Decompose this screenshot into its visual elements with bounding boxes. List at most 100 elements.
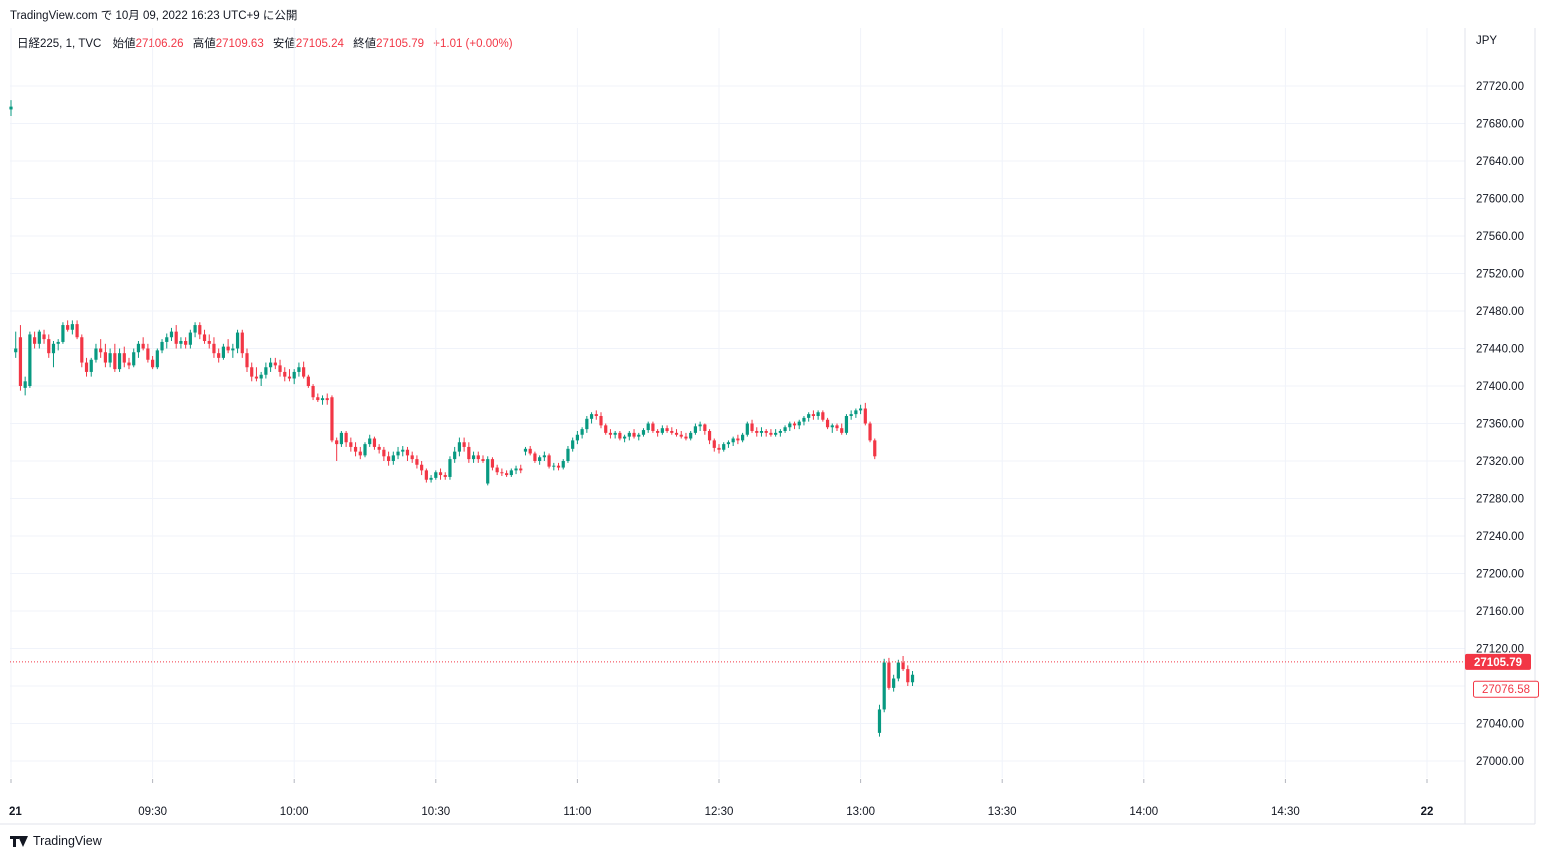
candle-body — [443, 475, 447, 477]
candle-body — [750, 423, 754, 431]
candle-body — [448, 459, 452, 477]
candle-body — [585, 418, 589, 430]
candle-body — [896, 662, 900, 679]
candle-body — [160, 341, 164, 351]
candle-body — [556, 465, 561, 468]
tradingview-brand[interactable]: TradingView — [10, 834, 102, 848]
candle-body — [47, 339, 51, 354]
candle-body — [651, 423, 655, 431]
candle-body — [467, 446, 471, 460]
candle-body — [656, 431, 660, 433]
candle-body — [693, 426, 697, 433]
candle-body — [608, 432, 613, 435]
candle-body — [495, 467, 499, 473]
candle-body — [391, 455, 395, 461]
candle-body — [788, 423, 792, 428]
candle-body — [405, 449, 410, 456]
candle-body — [533, 453, 537, 461]
candle-body — [146, 348, 150, 360]
candle-body — [221, 346, 225, 358]
candle-body — [330, 397, 334, 441]
candle-body — [835, 425, 839, 429]
candle-body — [94, 348, 98, 360]
price-tick-label: 27160.00 — [1476, 606, 1524, 618]
candle-body — [538, 457, 542, 461]
candle-body — [37, 331, 41, 344]
candle-body — [269, 362, 273, 368]
prev-close-badge — [1473, 680, 1539, 698]
candle-body — [287, 376, 292, 379]
time-tick-label: 09:30 — [138, 806, 167, 818]
candle-body — [660, 428, 664, 433]
candle-body — [849, 414, 853, 416]
candle-body — [481, 459, 485, 461]
candle-body — [344, 432, 348, 443]
legend-open-value: 27106.26 — [135, 38, 184, 50]
candle-body — [906, 669, 910, 683]
candle-body — [755, 431, 759, 433]
candle-body — [514, 468, 518, 471]
candle-body — [368, 438, 372, 445]
candle-body — [165, 337, 169, 342]
candle-body — [910, 674, 915, 683]
candle-body — [523, 448, 528, 452]
candle-body — [240, 332, 244, 354]
candle-body — [75, 324, 79, 338]
candle-body — [736, 438, 740, 441]
candle-body — [778, 431, 782, 433]
candle-body — [302, 367, 306, 377]
price-tick-label: 27480.00 — [1476, 306, 1524, 318]
legend-change: +1.01 (+0.00%) — [433, 38, 513, 50]
candle-body — [594, 414, 598, 416]
candle-body — [830, 425, 834, 428]
candle-body — [580, 429, 584, 435]
currency-label[interactable]: JPY — [1476, 35, 1498, 47]
candle-body — [840, 428, 844, 433]
candle-body — [759, 431, 764, 433]
time-tick-label: 14:30 — [1271, 806, 1300, 818]
candle-body — [844, 416, 849, 433]
time-tick-label: 13:30 — [988, 806, 1017, 818]
time-tick-label: 10:00 — [280, 806, 309, 818]
price-tick-label: 27640.00 — [1476, 156, 1524, 168]
candle-body — [320, 398, 325, 401]
ohlc-legend: 日経225, 1, TVC 始値27106.26 高値27109.63 安値27… — [17, 35, 519, 51]
candle-body — [863, 408, 867, 424]
candle-body — [613, 432, 617, 435]
candle-body — [632, 432, 636, 437]
price-tick-label: 27000.00 — [1476, 756, 1524, 768]
candle-body — [462, 442, 466, 447]
candle-body — [774, 432, 778, 435]
candle-body — [155, 350, 159, 368]
candle-body — [707, 431, 712, 441]
candle-body — [575, 434, 579, 441]
time-tick-label: 22 — [1421, 806, 1434, 818]
candle-body — [646, 423, 650, 431]
candle-body — [689, 432, 693, 439]
candle-body — [278, 365, 282, 372]
candle-body — [552, 465, 556, 467]
candle-body — [424, 470, 428, 480]
legend-close-label: 終値 — [353, 38, 377, 50]
candle-body — [89, 359, 93, 372]
candle-body — [117, 353, 122, 370]
candle-body — [745, 423, 749, 435]
candle-body — [623, 436, 627, 439]
candle-body — [198, 325, 202, 335]
candle-body — [311, 386, 315, 398]
price-tick-label: 27040.00 — [1476, 719, 1524, 731]
candle-body — [23, 381, 27, 388]
candle-body — [103, 352, 107, 363]
candle-body — [637, 434, 641, 437]
candle-body — [797, 421, 801, 426]
candle-body — [684, 436, 688, 439]
candle-body — [868, 423, 872, 441]
candle-body — [18, 337, 23, 386]
candle-body — [670, 431, 674, 433]
candle-body — [226, 346, 230, 351]
legend-high-label: 高値 — [192, 38, 216, 50]
candle-body — [674, 432, 679, 435]
candle-body — [722, 444, 726, 450]
price-tick-label: 27120.00 — [1476, 644, 1524, 656]
